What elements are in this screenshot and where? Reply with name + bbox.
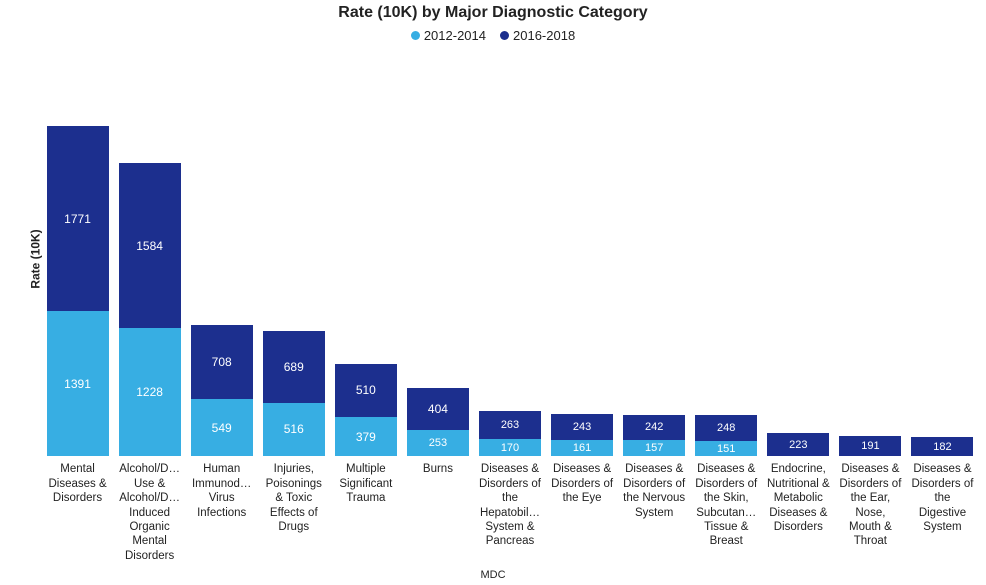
bar-stack: 182	[911, 437, 973, 456]
bar-segment[interactable]: 689	[263, 331, 325, 403]
bar-stack: 13911771	[47, 126, 109, 456]
x-labels-row: Mental Diseases & DisordersAlcohol/D… Us…	[46, 462, 974, 563]
bars-row: 1391177112281584549708516689379510253404…	[46, 61, 974, 456]
chart-legend: 2012-2014 2016-2018	[0, 28, 986, 43]
chart-title: Rate (10K) by Major Diagnostic Category	[0, 4, 986, 22]
chart-container: Rate (10K) by Major Diagnostic Category …	[0, 0, 986, 585]
x-tick-label: Multiple Significant Trauma	[334, 462, 397, 563]
bar-stack: 191	[839, 436, 901, 456]
y-axis-label: Rate (10K)	[29, 229, 43, 288]
legend-label: 2012-2014	[424, 28, 486, 43]
bar-segment[interactable]: 1771	[47, 126, 109, 311]
legend-dot-icon	[500, 31, 509, 40]
x-tick-label: Burns	[406, 462, 469, 563]
bar-group[interactable]: 223	[767, 433, 830, 456]
bar-segment[interactable]: 157	[623, 440, 685, 456]
bar-segment[interactable]: 510	[335, 364, 397, 417]
bar-segment[interactable]: 516	[263, 403, 325, 457]
legend-item-2012-2014[interactable]: 2012-2014	[411, 28, 486, 43]
x-tick-label: Diseases & Disorders of the Eye	[551, 462, 614, 563]
bar-stack: 157242	[623, 415, 685, 457]
bar-segment[interactable]: 1228	[119, 328, 181, 456]
legend-label: 2016-2018	[513, 28, 575, 43]
bar-segment[interactable]: 708	[191, 325, 253, 399]
x-tick-label: Injuries, Poisonings & Toxic Effects of …	[262, 462, 325, 563]
bar-group[interactable]: 549708	[190, 325, 253, 456]
bar-group[interactable]: 157242	[623, 415, 686, 457]
x-tick-label: Alcohol/D… Use & Alcohol/D… Induced Orga…	[118, 462, 181, 563]
bar-stack: 549708	[191, 325, 253, 456]
x-tick-label: Human Immunod… Virus Infections	[190, 462, 253, 563]
bar-group[interactable]: 182	[911, 437, 974, 456]
x-tick-label: Diseases & Disorders of the Skin, Subcut…	[695, 462, 758, 563]
bar-group[interactable]: 161243	[551, 414, 614, 456]
bar-segment[interactable]: 243	[551, 414, 613, 439]
bar-stack: 161243	[551, 414, 613, 456]
bar-group[interactable]: 170263	[478, 411, 541, 456]
bar-segment[interactable]: 253	[407, 430, 469, 456]
legend-item-2016-2018[interactable]: 2016-2018	[500, 28, 575, 43]
bar-group[interactable]: 191	[839, 436, 902, 456]
bar-group[interactable]: 12281584	[118, 163, 181, 456]
bar-stack: 379510	[335, 364, 397, 457]
bar-group[interactable]: 151248	[695, 415, 758, 457]
bar-segment[interactable]: 263	[479, 411, 541, 438]
bar-group[interactable]: 13911771	[46, 126, 109, 456]
bar-stack: 12281584	[119, 163, 181, 456]
bar-segment[interactable]: 242	[623, 415, 685, 440]
bar-stack: 151248	[695, 415, 757, 457]
x-axis-title: MDC	[0, 569, 986, 581]
x-tick-label: Diseases & Disorders of the Hepatobil… S…	[478, 462, 541, 563]
legend-dot-icon	[411, 31, 420, 40]
x-tick-label: Diseases & Disorders of the Nervous Syst…	[623, 462, 686, 563]
bar-segment[interactable]: 161	[551, 440, 613, 457]
bar-group[interactable]: 253404	[406, 388, 469, 457]
x-tick-label: Mental Diseases & Disorders	[46, 462, 109, 563]
bar-segment[interactable]: 223	[767, 433, 829, 456]
bar-segment[interactable]: 549	[191, 399, 253, 456]
bar-segment[interactable]: 379	[335, 417, 397, 457]
bar-segment[interactable]: 1584	[119, 163, 181, 328]
bar-group[interactable]: 516689	[262, 331, 325, 457]
bar-stack: 253404	[407, 388, 469, 457]
bar-segment[interactable]: 191	[839, 436, 901, 456]
x-tick-label: Diseases & Disorders of the Ear, Nose, M…	[839, 462, 902, 563]
bar-segment[interactable]: 182	[911, 437, 973, 456]
plot-area: Rate (10K) 13911771122815845497085166893…	[20, 61, 974, 456]
x-tick-label: Endocrine, Nutritional & Metabolic Disea…	[767, 462, 830, 563]
bar-segment[interactable]: 248	[695, 415, 757, 441]
bar-group[interactable]: 379510	[334, 364, 397, 457]
bar-stack: 170263	[479, 411, 541, 456]
x-tick-label: Diseases & Disorders of the Digestive Sy…	[911, 462, 974, 563]
bar-segment[interactable]: 1391	[47, 311, 109, 456]
bar-stack: 223	[767, 433, 829, 456]
bar-stack: 516689	[263, 331, 325, 457]
bar-segment[interactable]: 404	[407, 388, 469, 430]
bar-segment[interactable]: 151	[695, 441, 757, 457]
bar-segment[interactable]: 170	[479, 439, 541, 457]
